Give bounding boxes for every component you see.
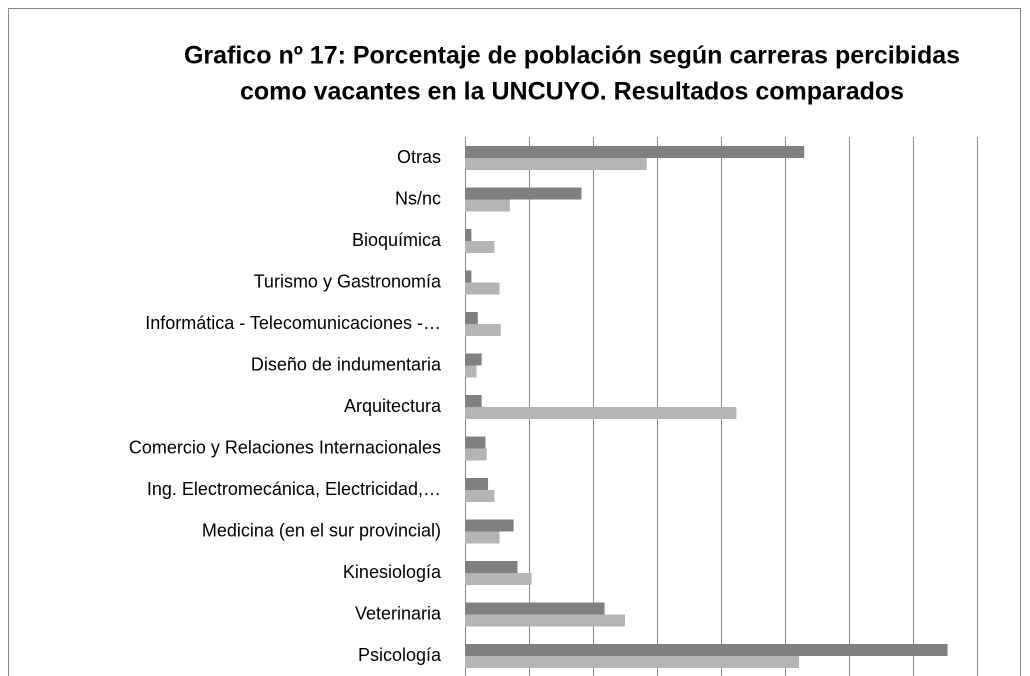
- bar: [465, 312, 478, 324]
- y-tick-label: Arquitectura: [344, 396, 442, 416]
- y-tick-label: Medicina (en el sur provincial): [202, 520, 441, 540]
- bar: [465, 395, 482, 407]
- bar: [465, 656, 800, 668]
- bar: [465, 365, 477, 378]
- bar: [465, 158, 647, 170]
- bar: [465, 407, 737, 419]
- bar: [465, 229, 472, 241]
- bar: [465, 519, 514, 532]
- bar: [465, 490, 495, 502]
- chart-title: como vacantes en la UNCUYO. Resultados c…: [240, 78, 904, 106]
- bar: [465, 478, 489, 490]
- y-tick-label: Bioquímica: [352, 230, 442, 250]
- bar: [465, 614, 625, 627]
- bar: [465, 531, 500, 544]
- bar: [465, 241, 495, 253]
- chart-title: Grafico nº 17: Porcentaje de población s…: [184, 42, 960, 70]
- bar: [465, 187, 582, 200]
- bar: [465, 199, 510, 212]
- y-tick-label: Veterinaria: [355, 603, 442, 623]
- bar: [465, 561, 518, 573]
- bar: [465, 436, 486, 449]
- y-tick-label: Turismo y Gastronomía: [254, 271, 442, 291]
- bar: [465, 644, 948, 656]
- bar: [465, 282, 500, 295]
- bar: [465, 324, 501, 336]
- y-tick-label: Psicología: [358, 645, 442, 665]
- bar: [465, 146, 805, 158]
- y-tick-label: Ns/nc: [395, 188, 441, 208]
- bar: [465, 602, 605, 615]
- y-tick-label: Kinesiología: [343, 562, 442, 582]
- bar: [465, 270, 472, 283]
- y-tick-label: Diseño de indumentaria: [251, 354, 442, 374]
- bar: [465, 573, 532, 585]
- y-tick-label: Ing. Electromecánica, Electricidad,…: [147, 479, 441, 499]
- bar: [465, 448, 487, 461]
- y-tick-label: Otras: [397, 147, 441, 167]
- y-tick-label: Comercio y Relaciones Internacionales: [129, 437, 441, 457]
- bar: [465, 353, 482, 366]
- y-tick-label: Informática - Telecomunicaciones -…: [145, 313, 441, 333]
